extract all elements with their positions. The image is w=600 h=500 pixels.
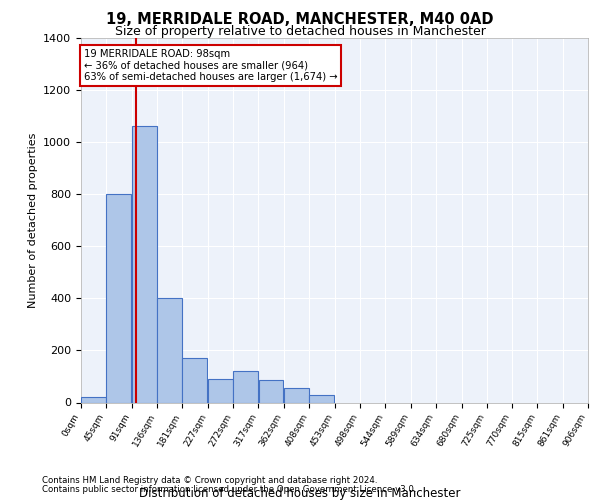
- Text: Size of property relative to detached houses in Manchester: Size of property relative to detached ho…: [115, 25, 485, 38]
- Bar: [106, 194, 131, 402]
- Bar: [233, 371, 258, 402]
- Y-axis label: Number of detached properties: Number of detached properties: [28, 132, 38, 308]
- Text: Contains public sector information licensed under the Open Government Licence v3: Contains public sector information licen…: [42, 485, 416, 494]
- Bar: [259, 380, 283, 402]
- Bar: [310, 394, 334, 402]
- Bar: [208, 379, 233, 402]
- Text: 19, MERRIDALE ROAD, MANCHESTER, M40 0AD: 19, MERRIDALE ROAD, MANCHESTER, M40 0AD: [106, 12, 494, 28]
- Bar: [284, 388, 308, 402]
- Bar: [157, 298, 182, 403]
- Text: Contains HM Land Registry data © Crown copyright and database right 2024.: Contains HM Land Registry data © Crown c…: [42, 476, 377, 485]
- Text: 19 MERRIDALE ROAD: 98sqm
← 36% of detached houses are smaller (964)
63% of semi-: 19 MERRIDALE ROAD: 98sqm ← 36% of detach…: [84, 49, 337, 82]
- Bar: [182, 358, 208, 403]
- Text: Distribution of detached houses by size in Manchester: Distribution of detached houses by size …: [139, 487, 461, 500]
- Bar: [81, 398, 106, 402]
- Bar: [132, 126, 157, 402]
